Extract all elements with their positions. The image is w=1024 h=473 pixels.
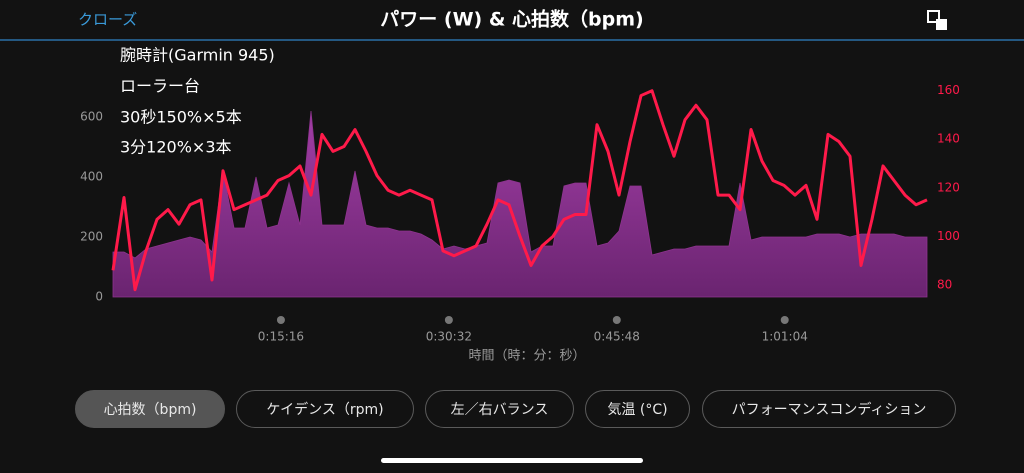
annotation: 3分120%×3本 — [120, 138, 232, 157]
home-indicator — [381, 458, 643, 463]
x-tick-label: 0:45:48 — [594, 330, 640, 344]
x-tick-dot — [780, 316, 789, 324]
x-tick-label: 0:15:16 — [258, 330, 304, 344]
y2-tick-label: 80 — [937, 277, 952, 291]
title: パワー (W) & 心拍数（bpm) — [380, 8, 643, 31]
x-tick-dot — [276, 316, 285, 324]
tab-button[interactable]: 左／右バランス — [425, 390, 574, 428]
y2-tick-label: 140 — [937, 132, 960, 146]
y2-tick-label: 120 — [937, 180, 960, 194]
annotation: 腕時計(Garmin 945) — [120, 46, 275, 65]
x-tick-dot — [612, 316, 621, 324]
power-area — [112, 110, 928, 298]
y-tick-label: 400 — [80, 170, 103, 184]
tab-button[interactable]: パフォーマンスコンディション — [702, 390, 956, 428]
y2-tick-label: 160 — [937, 83, 960, 97]
x-axis-label: 時間（時：分：秒） — [468, 349, 585, 364]
y-tick-label: 600 — [80, 110, 103, 124]
close-button[interactable]: クローズ — [78, 11, 137, 29]
annotation: ローラー台 — [120, 77, 200, 96]
y2-tick-label: 100 — [937, 229, 960, 243]
y-tick-label: 0 — [95, 290, 103, 304]
tab-button[interactable]: 気温 (°C) — [585, 390, 690, 428]
y-tick-label: 200 — [80, 230, 103, 244]
fullscreen-icon[interactable] — [927, 10, 947, 30]
tab-button[interactable]: 心拍数（bpm) — [75, 390, 225, 428]
tab-button[interactable]: ケイデンス（rpm) — [236, 390, 414, 428]
x-tick-dot — [444, 316, 453, 324]
annotation: 30秒150%×5本 — [120, 108, 242, 127]
heart-rate-line — [111, 89, 928, 292]
x-tick-label: 0:30:32 — [426, 330, 472, 344]
x-tick-label: 1:01:04 — [762, 330, 808, 344]
